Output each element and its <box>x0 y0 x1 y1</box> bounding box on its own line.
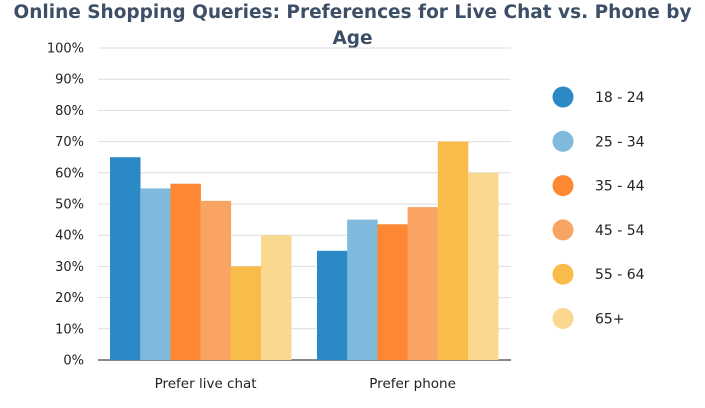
chart-title: Online Shopping Queries: Preferences for… <box>13 2 692 49</box>
y-tick-label: 60% <box>55 166 84 181</box>
y-tick-label: 20% <box>55 291 84 306</box>
y-tick-label: 40% <box>55 229 84 244</box>
bar-65plus-1 <box>468 172 499 360</box>
bar-18-24-0 <box>110 157 141 360</box>
bar-25-34-0 <box>140 188 171 360</box>
legend-label: 25 - 34 <box>595 134 645 150</box>
x-axis: Prefer live chat Prefer phone <box>155 376 456 392</box>
y-tick-label: 100% <box>47 42 84 57</box>
bar-25-34-1 <box>347 219 378 360</box>
legend-swatch <box>552 219 574 241</box>
legend-swatch <box>552 86 574 108</box>
bar-45-54-1 <box>407 207 439 360</box>
legend-swatch <box>552 263 574 285</box>
bar-55-64-1 <box>437 141 469 360</box>
legend-swatch <box>552 130 574 152</box>
legend: 18 - 24 25 - 34 35 - 44 45 - 54 55 - 64 65+ <box>552 86 645 329</box>
y-tick-label: 0% <box>63 354 84 369</box>
y-tick-label: 90% <box>55 73 84 88</box>
legend-label: 45 - 54 <box>595 223 645 239</box>
legend-swatch <box>552 175 574 197</box>
legend-swatch <box>552 308 574 329</box>
x-category-label: Prefer phone <box>369 376 456 392</box>
bars <box>110 141 499 360</box>
x-category-label: Prefer live chat <box>155 376 257 392</box>
y-axis-ticks: 0% 10% 20% 30% 40% 50% 60% 70% 80% 90% 100% <box>47 42 84 369</box>
y-tick-label: 50% <box>55 198 84 213</box>
bar-35-44-1 <box>377 224 408 360</box>
legend-label: 35 - 44 <box>595 179 645 195</box>
y-tick-label: 80% <box>55 104 84 119</box>
y-tick-label: 10% <box>55 322 84 337</box>
bar-65plus-0 <box>261 235 292 360</box>
legend-label: 65+ <box>595 312 625 328</box>
bar-55-64-0 <box>230 266 262 360</box>
y-tick-label: 30% <box>55 260 84 275</box>
legend-label: 55 - 64 <box>595 267 645 283</box>
bar-35-44-0 <box>170 183 201 360</box>
bar-45-54-0 <box>200 200 232 360</box>
y-tick-label: 70% <box>55 135 84 150</box>
legend-label: 18 - 24 <box>595 90 645 106</box>
bar-18-24-1 <box>317 250 348 360</box>
